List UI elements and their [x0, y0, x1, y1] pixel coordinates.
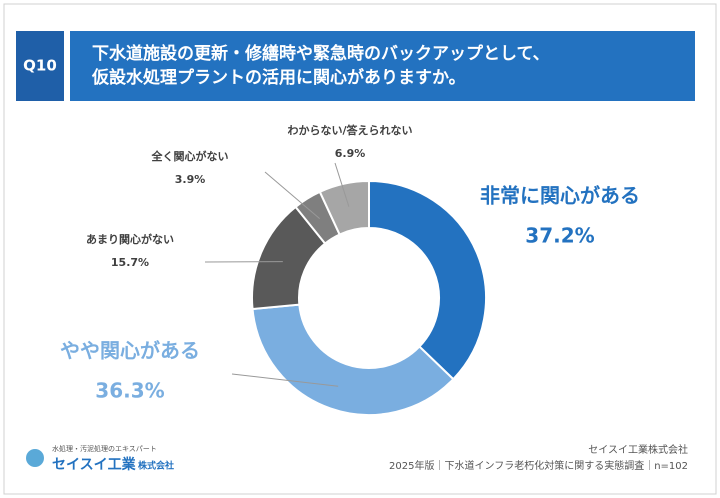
donut-slice: [318, 179, 370, 236]
category-label: 非常に関心がある: [480, 184, 640, 208]
donut-slice: [251, 303, 455, 416]
donut-slice: [368, 179, 487, 381]
value-label: 37.2%: [525, 224, 594, 248]
logo-tagline: 水処理・汚泥処理のエキスパート: [52, 444, 157, 453]
category-label: やや関心がある: [60, 339, 200, 363]
value-label: 3.9%: [175, 173, 206, 186]
logo-icon: [26, 449, 44, 467]
leader-line: [231, 373, 339, 387]
question-box: [16, 31, 64, 101]
value-label: 6.9%: [335, 147, 366, 160]
footer-survey: 2025年版｜下水道インフラ老朽化対策に関する実態調査｜n=102: [389, 459, 688, 472]
category-label: あまり関心がない: [86, 232, 174, 246]
leader-line: [334, 162, 350, 207]
logo-name: セイスイ工業: [52, 456, 137, 473]
logo-suffix: 株式会社: [138, 460, 174, 472]
title-box: [70, 31, 695, 101]
value-label: 15.7%: [111, 256, 149, 269]
leader-line: [264, 171, 320, 219]
category-label: 全く関心がない: [151, 149, 229, 163]
question-number: Q10: [23, 57, 57, 75]
title-line: 仮設水処理プラントの活用に関心がありますか。: [91, 67, 466, 88]
title-line: 下水道施設の更新・修繕時や緊急時のバックアップとして、: [92, 43, 550, 64]
category-label: わからない/答えられない: [287, 123, 412, 137]
footer-company: セイスイ工業株式会社: [588, 443, 688, 456]
value-label: 36.3%: [95, 379, 164, 403]
